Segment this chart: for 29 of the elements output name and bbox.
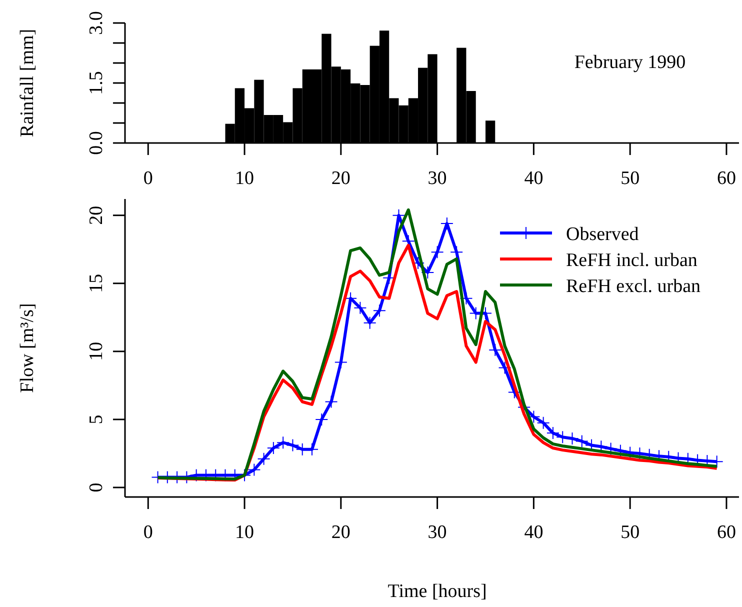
- y-tick-label: 5: [86, 414, 107, 424]
- annotation: February 1990: [574, 52, 686, 73]
- y-tick-label: 3.0: [86, 11, 107, 35]
- x-axis-title: Time [hours]: [388, 581, 487, 602]
- x-tick-label: 0: [143, 522, 153, 543]
- x-tick-label: 60: [716, 168, 736, 189]
- x-tick-label: 60: [716, 522, 736, 543]
- x-tick-label: 20: [331, 168, 350, 189]
- x-tick-label: 10: [235, 168, 254, 189]
- y-tick-label: 0: [86, 482, 107, 492]
- x-tick-label: 20: [331, 522, 350, 543]
- x-tick-label: 50: [620, 522, 640, 543]
- y-tick-label: 10: [86, 342, 107, 361]
- y-axis-title: Flow [m³/s]: [17, 303, 38, 393]
- y-tick-label: 1.5: [86, 71, 107, 95]
- y-tick-label: 15: [86, 274, 107, 293]
- y-tick-label: 0.0: [86, 131, 107, 155]
- y-tick-label: 20: [86, 206, 107, 225]
- legend-label: Observed: [566, 224, 640, 245]
- x-tick-label: 0: [143, 168, 153, 189]
- x-tick-label: 30: [428, 522, 447, 543]
- x-tick-label: 10: [235, 522, 254, 543]
- x-tick-label: 30: [428, 168, 447, 189]
- legend-label: ReFH incl. urban: [566, 250, 698, 271]
- legend-label: ReFH excl. urban: [566, 276, 702, 297]
- y-axis-title: Rainfall [mm]: [17, 28, 38, 138]
- x-tick-label: 50: [620, 168, 640, 189]
- x-tick-label: 40: [524, 522, 544, 543]
- x-tick-label: 40: [524, 168, 544, 189]
